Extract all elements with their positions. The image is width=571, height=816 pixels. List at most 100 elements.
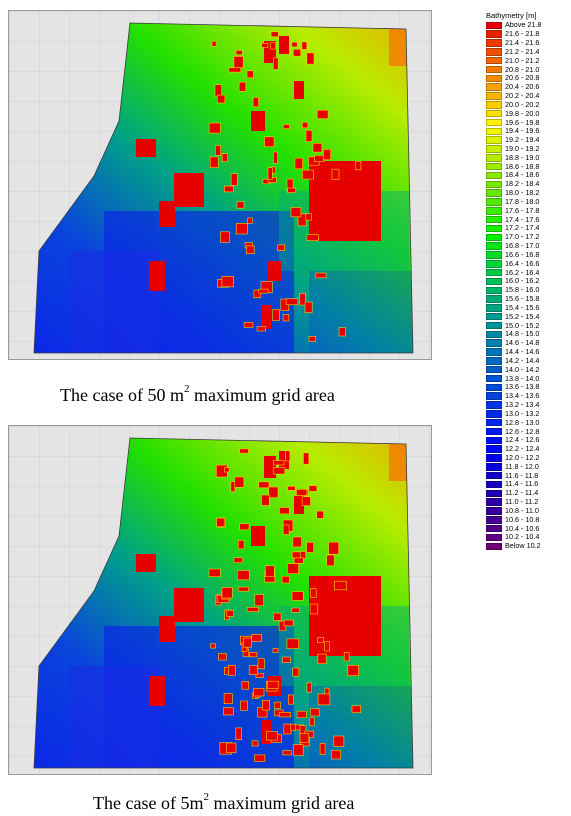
bathymetry-map-5m2	[9, 426, 431, 774]
legend-label: 14.8 - 15.0	[505, 329, 540, 339]
legend-label: 11.6 - 11.8	[505, 470, 539, 480]
legend-item: 18.4 - 18.6	[486, 171, 570, 180]
building	[301, 496, 311, 506]
building	[261, 305, 271, 329]
legend-label: 10.4 - 10.6	[505, 523, 540, 533]
legend-label: 14.0 - 14.2	[505, 364, 540, 374]
building	[319, 743, 326, 755]
legend-label: 13.6 - 13.8	[505, 382, 540, 392]
legend-swatch	[486, 127, 502, 136]
building	[282, 314, 290, 322]
building	[261, 42, 269, 48]
building	[235, 50, 243, 56]
building	[261, 720, 271, 744]
building	[266, 731, 278, 741]
building	[328, 541, 340, 555]
building	[347, 665, 359, 677]
building	[251, 526, 265, 546]
building	[292, 667, 300, 677]
building	[239, 448, 249, 454]
building	[272, 648, 279, 653]
building	[234, 476, 245, 488]
building	[355, 161, 362, 171]
legend-item: 16.0 - 16.2	[486, 277, 570, 286]
building	[262, 700, 271, 711]
legend-label: 12.4 - 12.6	[505, 435, 540, 445]
legend-item: 13.2 - 13.4	[486, 401, 570, 410]
legend-swatch	[486, 30, 502, 38]
building	[290, 207, 302, 218]
legend-item: 14.8 - 15.0	[486, 330, 570, 339]
legend-item: 19.2 - 19.4	[486, 136, 570, 145]
legend-item: Above 21.8	[486, 21, 570, 30]
caption-50m2: The case of 50 m2 maximum grid area	[60, 383, 335, 405]
legend-item: 19.0 - 19.2	[486, 145, 570, 154]
legend-swatch	[486, 39, 502, 47]
legend-label: 12.2 - 12.4	[505, 444, 540, 454]
legend-item: 12.4 - 12.6	[486, 436, 570, 445]
legend-item: 20.6 - 20.8	[486, 74, 570, 83]
building	[279, 36, 289, 54]
legend-label: 11.4 - 11.6	[505, 479, 539, 489]
legend-item: 11.6 - 11.8	[486, 471, 570, 480]
legend-swatch	[486, 180, 502, 189]
legend-item: 17.6 - 17.8	[486, 206, 570, 215]
building	[253, 289, 262, 299]
building	[308, 336, 316, 342]
legend-swatch	[486, 524, 502, 533]
building	[159, 201, 175, 227]
building	[221, 153, 228, 162]
legend-swatch	[486, 401, 502, 409]
legend-item: 16.6 - 16.8	[486, 250, 570, 260]
legend-swatch	[486, 251, 502, 259]
building	[174, 173, 204, 207]
building	[267, 167, 273, 180]
legend-label: Above 21.8	[505, 20, 542, 30]
legend-label: 15.8 - 16.0	[505, 285, 540, 295]
building	[274, 701, 281, 709]
legend-label: 20.0 - 20.2	[505, 99, 540, 109]
building	[217, 94, 226, 104]
legend-item: 13.0 - 13.2	[486, 409, 570, 418]
building	[254, 594, 265, 607]
legend-item: 17.4 - 17.6	[486, 215, 570, 224]
legend-label: 13.8 - 14.0	[505, 373, 540, 383]
legend-label: 19.6 - 19.8	[505, 117, 540, 127]
building	[299, 733, 310, 743]
legend-swatch	[486, 507, 502, 515]
building	[291, 551, 301, 559]
building	[324, 641, 330, 652]
building	[326, 554, 335, 567]
legend-label: 12.0 - 12.2	[505, 452, 540, 462]
legend-item: 21.2 - 21.4	[486, 47, 570, 56]
legend-label: 21.4 - 21.6	[505, 38, 540, 48]
legend-label: 19.2 - 19.4	[505, 135, 540, 145]
building	[292, 48, 301, 57]
legend-label: 19.0 - 19.2	[505, 144, 540, 153]
legend-swatch	[486, 242, 502, 250]
legend-item: 16.4 - 16.6	[486, 259, 570, 268]
building	[241, 681, 249, 690]
building	[264, 565, 275, 577]
legend-label: 18.8 - 19.0	[505, 152, 540, 162]
legend-label: 20.4 - 20.6	[505, 82, 540, 92]
building	[237, 570, 250, 581]
building	[243, 637, 252, 648]
legend-item: 12.0 - 12.2	[486, 452, 570, 463]
building	[305, 213, 312, 221]
building	[249, 652, 258, 658]
legend-swatch	[486, 471, 502, 480]
building	[251, 111, 265, 131]
building	[296, 488, 308, 496]
legend-swatch	[486, 454, 502, 462]
legend-swatch	[486, 207, 502, 215]
legend-label: 21.2 - 21.4	[505, 46, 540, 56]
building	[301, 41, 308, 50]
legend-item: 11.2 - 11.4	[486, 489, 570, 498]
legend-label: 16.4 - 16.6	[505, 258, 540, 268]
legend-label: 17.2 - 17.4	[505, 223, 540, 233]
building	[316, 109, 329, 119]
legend-item: 15.2 - 15.4	[486, 312, 570, 321]
legend-swatch	[486, 268, 502, 277]
building	[267, 680, 279, 689]
